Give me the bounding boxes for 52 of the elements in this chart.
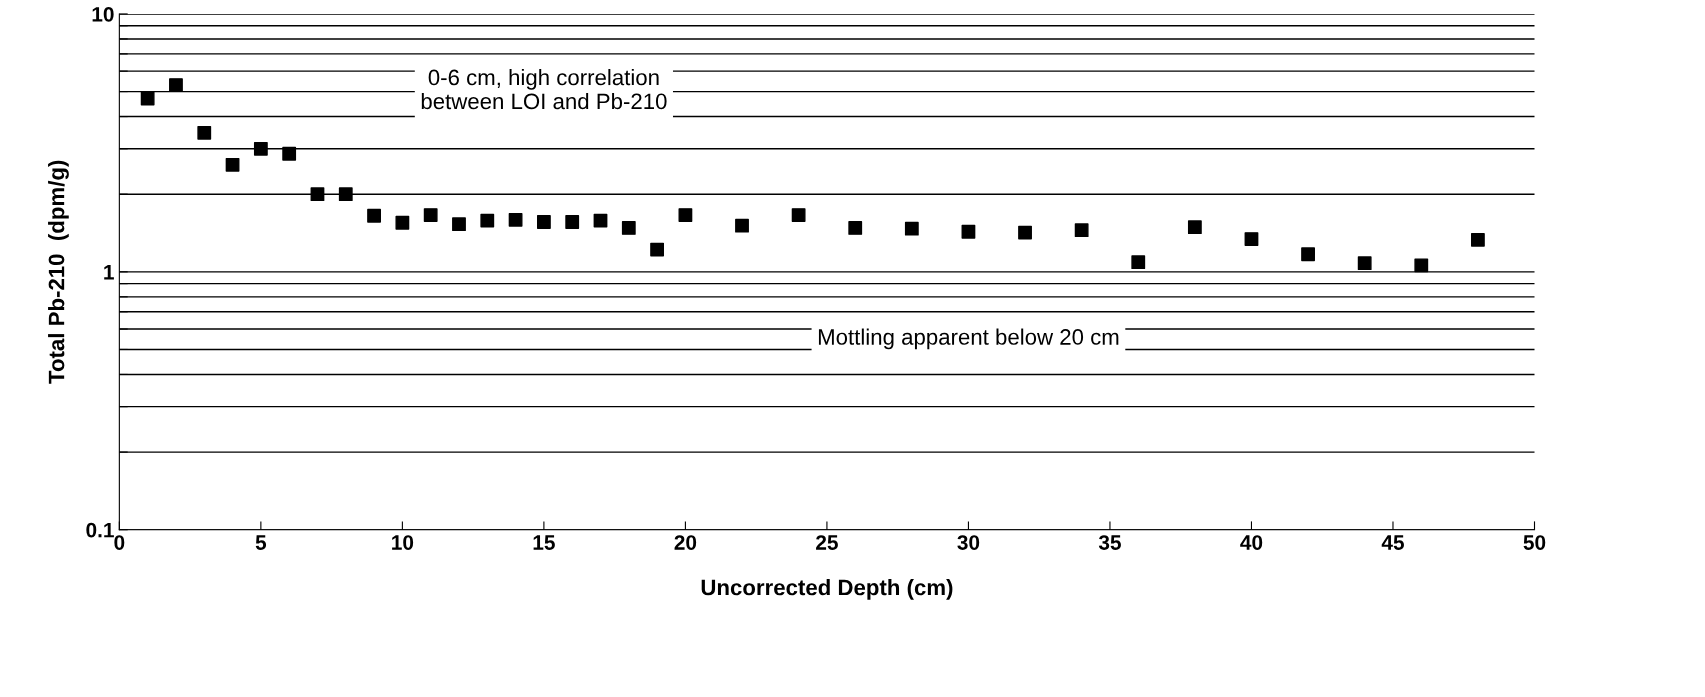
point bbox=[904, 221, 919, 236]
point bbox=[310, 187, 325, 202]
point bbox=[338, 187, 353, 202]
point bbox=[140, 91, 155, 106]
x-tick-label: 5 bbox=[255, 535, 267, 550]
point bbox=[1018, 225, 1032, 240]
x-tick-label: 50 bbox=[1523, 535, 1546, 550]
point bbox=[1470, 232, 1485, 247]
point bbox=[1187, 220, 1202, 235]
point bbox=[367, 208, 381, 223]
point bbox=[225, 157, 240, 172]
point bbox=[961, 224, 976, 239]
x-tick-label: 10 bbox=[392, 535, 414, 550]
x-axis-title: Uncorrected Depth (cm) bbox=[701, 579, 953, 600]
x-tick-label: 40 bbox=[1240, 535, 1263, 550]
annotation: Mottling apparent below 20 cm bbox=[818, 328, 1119, 350]
point bbox=[423, 208, 438, 222]
x-tick-label: 45 bbox=[1381, 535, 1404, 550]
point bbox=[169, 78, 183, 92]
x-tick-label: 35 bbox=[1098, 535, 1121, 550]
x-tick-label: 30 bbox=[957, 535, 980, 550]
point bbox=[791, 208, 806, 222]
point bbox=[452, 217, 466, 232]
point bbox=[1357, 256, 1372, 271]
point bbox=[480, 213, 495, 228]
y-axis-title: Total Pb-210 (dpm/g) bbox=[48, 160, 69, 384]
point bbox=[565, 215, 580, 229]
point bbox=[735, 218, 749, 233]
y-tick-label: 10 bbox=[92, 6, 114, 22]
point bbox=[678, 208, 693, 222]
point bbox=[395, 215, 410, 230]
point bbox=[282, 146, 297, 161]
point bbox=[1414, 258, 1429, 273]
point bbox=[253, 141, 268, 156]
x-tick-label: 20 bbox=[674, 535, 697, 550]
point bbox=[593, 213, 608, 228]
point bbox=[508, 212, 523, 227]
point bbox=[536, 215, 551, 229]
point bbox=[1244, 232, 1259, 246]
x-tick-label: 0 bbox=[114, 535, 125, 550]
point bbox=[1131, 255, 1146, 270]
point bbox=[1074, 223, 1089, 238]
point bbox=[621, 221, 636, 235]
point bbox=[848, 221, 863, 235]
y-tick-label: 1 bbox=[104, 265, 114, 280]
x-tick-label: 25 bbox=[816, 535, 838, 550]
point bbox=[1301, 247, 1315, 262]
point bbox=[197, 125, 212, 140]
x-tick-label: 15 bbox=[533, 535, 555, 550]
y-tick-label: 0.1 bbox=[86, 522, 114, 538]
point bbox=[650, 242, 665, 257]
annotation: 0-6 cm, high correlation between LOI and Pb-210 bbox=[421, 68, 667, 110]
